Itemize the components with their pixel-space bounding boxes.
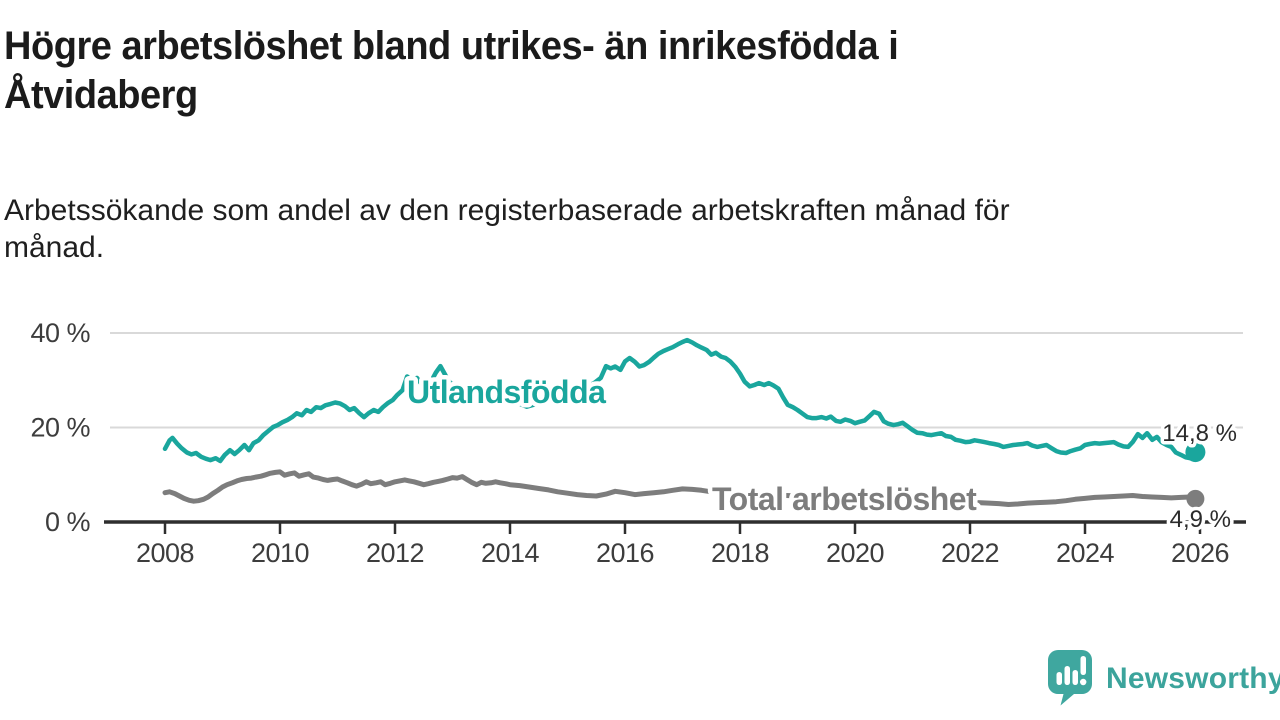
title-line-1: Högre arbetslöshet bland utrikes- än inr… (4, 24, 899, 68)
x-tick-label-2008: 2008 (136, 538, 194, 568)
end-value-label-total-arbetsloshet: 4,9 % (1170, 506, 1231, 533)
brand-name: Newsworthy (1106, 662, 1280, 695)
endpoint-dot-utlandsfodda (1185, 442, 1206, 463)
exclamation-dot (1080, 678, 1087, 686)
bar-1 (1056, 672, 1062, 685)
y-tick-label-0: 0 % (45, 507, 91, 537)
series-label-total-arbetsloshet: Total arbetslöshet (712, 481, 977, 517)
subtitle-line-1: Arbetssökande som andel av den registerb… (4, 194, 1010, 227)
series-line-utlandsfodda (162, 337, 1198, 464)
bar-2 (1064, 666, 1070, 685)
series-line-total-arbetsloshet (162, 469, 1198, 507)
series-label-utlandsfodda: Utlandsfödda (407, 374, 606, 410)
x-tick-label-2024: 2024 (1056, 538, 1115, 568)
x-tick-label-2020: 2020 (826, 538, 884, 568)
x-tick-label-2010: 2010 (251, 538, 309, 568)
y-tick-label-20: 20 % (30, 413, 90, 443)
end-value-label-utlandsfodda: 14,8 % (1162, 420, 1237, 447)
chart-subtitle: Arbetssökande som andel av den registerb… (4, 192, 1224, 266)
exclamation-bar (1080, 656, 1086, 675)
page-title: Högre arbetslöshet bland utrikes- än inr… (4, 22, 1220, 120)
x-tick-label-2012: 2012 (366, 538, 424, 568)
x-tick-label-2026: 2026 (1171, 538, 1229, 568)
endpoint-dot-total-arbetsloshet (1186, 489, 1205, 508)
x-tick-label-2016: 2016 (596, 538, 654, 568)
y-tick-label-40: 40 % (30, 318, 90, 348)
newsworthy-logo: Newsworthy (1046, 644, 1280, 713)
title-line-2: Åtvidaberg (4, 73, 198, 117)
bar-3 (1072, 670, 1078, 685)
x-tick-label-2022: 2022 (941, 538, 999, 568)
newsworthy-speech-bubble-bar-chart-icon (1048, 650, 1092, 706)
x-tick-label-2018: 2018 (711, 538, 769, 568)
x-tick-label-2014: 2014 (481, 538, 540, 568)
subtitle-line-2: månad. (4, 231, 105, 264)
